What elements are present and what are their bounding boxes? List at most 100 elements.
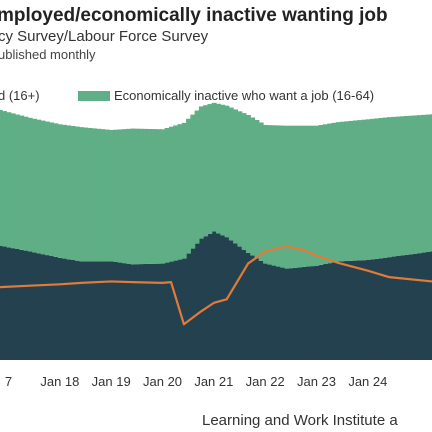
area-bar [275, 266, 281, 360]
area-bar [417, 115, 422, 254]
area-bar [168, 126, 174, 262]
area-bar [62, 258, 67, 360]
area-bar [164, 262, 170, 360]
area-bar [271, 125, 277, 266]
area-bar [66, 259, 72, 360]
series-inactive-area [0, 102, 432, 269]
area-bar [203, 236, 209, 360]
area-bar [49, 122, 55, 257]
area-bar [224, 105, 230, 238]
area-bar [344, 261, 350, 360]
area-bar [301, 266, 307, 360]
area-bar [365, 260, 371, 360]
area-bar [245, 252, 251, 360]
area-bar [79, 127, 85, 262]
area-bar [32, 252, 37, 360]
area-bar [134, 128, 140, 265]
area-bar [164, 128, 170, 263]
area-bar [412, 115, 418, 254]
area-bar [100, 129, 106, 262]
area-bar [245, 115, 251, 253]
area-bar [10, 113, 16, 249]
area-bar [0, 110, 3, 246]
area-bar [40, 254, 46, 360]
area-bar [250, 255, 256, 360]
area-bar [19, 249, 25, 360]
area-bar [374, 118, 380, 259]
area-bar [429, 251, 432, 360]
area-bar [23, 250, 29, 360]
area-bar [117, 129, 123, 263]
x-tick-label: Jan 22 [246, 374, 285, 389]
area-bar [378, 118, 384, 259]
area-bar [417, 253, 422, 360]
area-bar [100, 261, 106, 360]
area-bar [352, 260, 358, 360]
area-bar [151, 263, 157, 360]
x-axis: 7 Jan 18 Jan 19 Jan 20 Jan 21 Jan 22 Jan 23 Jan… [5, 374, 387, 389]
area-bar [62, 124, 67, 259]
area-bar [74, 126, 80, 261]
x-tick-label: Jan 18 [40, 374, 79, 389]
area-bar [421, 114, 427, 253]
chart-note: ublished monthly [0, 47, 96, 62]
area-bar [391, 256, 397, 360]
area-bar [147, 263, 153, 360]
area-bar [327, 263, 333, 360]
legend-label-inactive: Economically inactive who want a job (16… [114, 88, 374, 103]
x-tick-label: Jan 19 [92, 374, 131, 389]
area-bar [207, 233, 213, 360]
area-bar [237, 111, 243, 247]
area-bar [335, 122, 341, 262]
area-bar [173, 260, 179, 360]
area-bar [391, 116, 397, 257]
area-bar [70, 260, 76, 360]
area-bar [23, 116, 29, 251]
area-bar [44, 121, 50, 256]
area-bar [297, 267, 303, 360]
area-bar [318, 125, 324, 265]
area-bar [126, 128, 132, 264]
area-bar [6, 247, 12, 360]
area-bar [109, 261, 114, 360]
area-bar [241, 249, 247, 360]
x-tick-label: Jan 21 [194, 374, 233, 389]
area-bar [335, 261, 341, 360]
area-bar [357, 260, 363, 360]
area-bar [168, 261, 174, 360]
area-bar [27, 117, 33, 252]
area-bar [173, 125, 179, 261]
area-bar [399, 116, 405, 256]
area-bar [181, 258, 187, 360]
area-bar [203, 105, 209, 237]
chart-title: mployed/economically inactive wanting jo… [0, 5, 388, 26]
area-bar [258, 260, 264, 360]
area-bar [233, 243, 238, 360]
area-bar [357, 120, 363, 261]
area-bar [104, 129, 110, 262]
area-bar [36, 253, 42, 360]
area-bar [83, 127, 89, 262]
area-bar [258, 122, 264, 261]
area-bar [412, 253, 418, 360]
area-bar [36, 119, 42, 254]
plot-area [0, 102, 432, 360]
area-bar [288, 125, 294, 269]
area-bar [310, 266, 315, 360]
area-bar [374, 258, 380, 360]
area-bar [70, 126, 76, 260]
area-bar [96, 128, 102, 262]
x-tick-label: Jan 24 [348, 374, 387, 389]
area-bar [263, 125, 268, 264]
area-bar [216, 103, 221, 234]
area-bar [194, 110, 200, 244]
area-bar [83, 261, 89, 360]
area-bar [96, 261, 102, 360]
area-bar [429, 114, 432, 252]
area-bar [292, 267, 298, 360]
area-bar [275, 125, 281, 267]
area-bar [331, 262, 337, 360]
area-bar [143, 128, 149, 264]
area-bar [254, 120, 260, 259]
area-bar [395, 256, 401, 360]
